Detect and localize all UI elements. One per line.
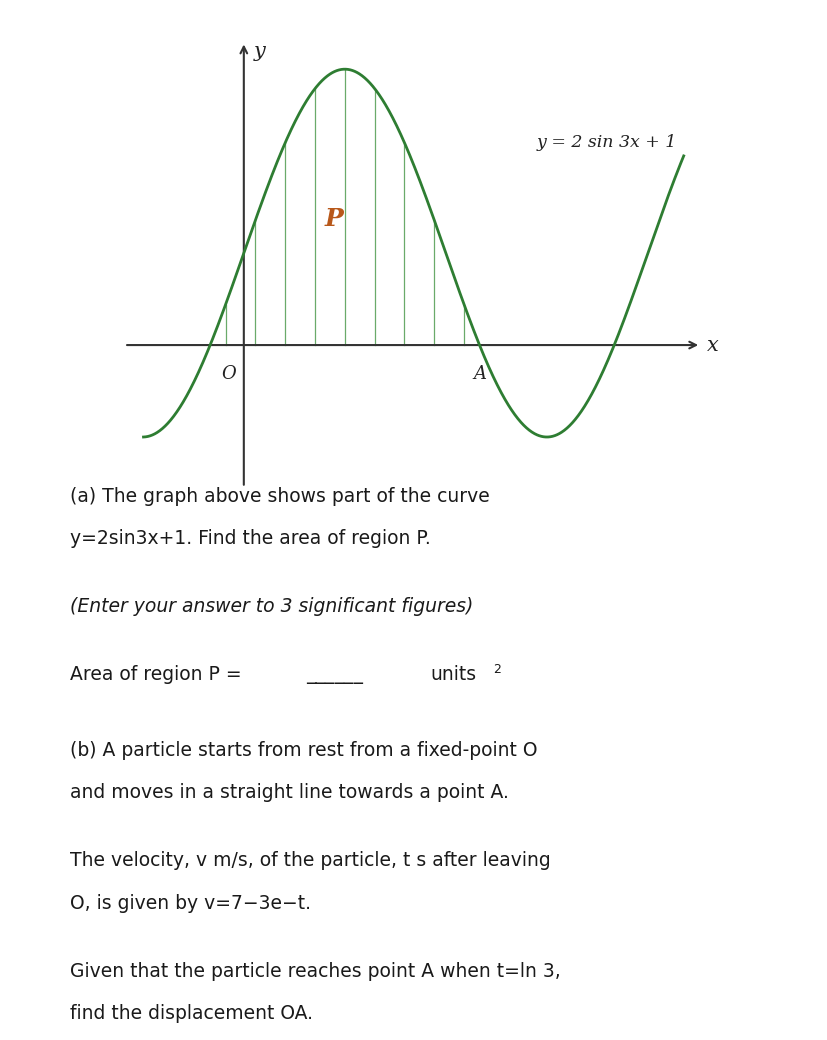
Text: and moves in a straight line towards a point A.: and moves in a straight line towards a p…	[70, 783, 509, 802]
Text: The velocity, v m/s, of the particle, t s after leaving: The velocity, v m/s, of the particle, t …	[70, 852, 551, 870]
Text: Given that the particle reaches point A when t=ln 3,: Given that the particle reaches point A …	[70, 962, 561, 981]
Text: units: units	[430, 665, 476, 684]
Text: find the displacement OA.: find the displacement OA.	[70, 1004, 313, 1022]
Text: (Enter your answer to 3 significant figures): (Enter your answer to 3 significant figu…	[70, 597, 473, 616]
Text: y = 2 sin 3x + 1: y = 2 sin 3x + 1	[537, 134, 676, 152]
Text: 2: 2	[492, 664, 500, 676]
Text: x: x	[706, 336, 718, 355]
Text: Area of region P =: Area of region P =	[70, 665, 248, 684]
Text: O, is given by v=7−3e−t.: O, is given by v=7−3e−t.	[70, 893, 311, 912]
Text: O: O	[221, 365, 236, 384]
Text: y=2sin3x+1. Find the area of region P.: y=2sin3x+1. Find the area of region P.	[70, 528, 431, 548]
Text: P: P	[324, 207, 343, 231]
Text: (a) The graph above shows part of the curve: (a) The graph above shows part of the cu…	[70, 487, 490, 505]
Text: y: y	[253, 42, 265, 60]
Text: (b) A particle starts from rest from a fixed-point O: (b) A particle starts from rest from a f…	[70, 742, 538, 760]
Text: A: A	[472, 365, 485, 384]
Text: ______: ______	[306, 665, 363, 684]
